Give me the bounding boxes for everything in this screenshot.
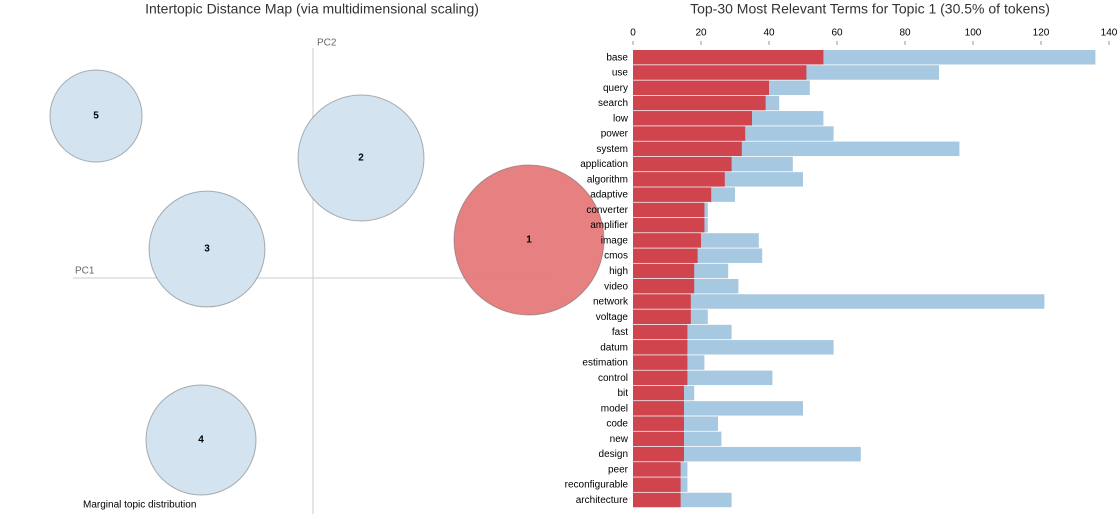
term-label: reconfigurable — [565, 480, 629, 491]
term-bar — [633, 217, 705, 233]
term-bar — [633, 202, 705, 218]
term-label: high — [609, 266, 628, 277]
y-axis-label: PC2 — [317, 38, 337, 49]
term-label: power — [601, 129, 629, 140]
x-tick-label: 100 — [965, 28, 982, 39]
x-tick-label: 60 — [831, 28, 843, 39]
term-bar — [633, 279, 695, 294]
term-bar — [633, 416, 684, 431]
term-bar — [633, 462, 681, 477]
term-bar — [633, 65, 807, 80]
bar-title: Top-30 Most Relevant Terms for Topic 1 (… — [690, 1, 1050, 17]
topic-label: 2 — [358, 153, 364, 164]
size-label: Marginal topic distribution — [83, 500, 196, 511]
topic-label: 1 — [526, 235, 532, 246]
term-bar — [633, 340, 688, 355]
term-bar — [633, 370, 688, 386]
topic-bubble — [148, 190, 266, 308]
topic-bubble — [145, 384, 257, 496]
term-label: network — [593, 297, 629, 308]
topic-bubble — [49, 69, 143, 163]
x-tick-label: 0 — [630, 28, 636, 39]
term-label: video — [604, 281, 628, 292]
x-tick-label: 40 — [763, 28, 775, 39]
term-label: new — [610, 434, 629, 445]
term-label: low — [613, 113, 629, 124]
term-label: base — [606, 52, 628, 63]
term-bar — [633, 263, 695, 279]
topic-bubble — [297, 94, 425, 222]
term-label: image — [601, 235, 629, 246]
term-label: search — [598, 98, 628, 109]
topic-label: 4 — [198, 435, 204, 446]
x-tick-label: 120 — [1033, 28, 1050, 39]
term-bar — [633, 294, 691, 309]
term-label: design — [599, 449, 628, 460]
term-bar — [633, 492, 681, 508]
term-label: application — [580, 159, 628, 170]
topic-bubble — [453, 164, 605, 316]
term-label: system — [596, 144, 628, 155]
term-bar — [633, 126, 746, 141]
term-label: architecture — [576, 495, 629, 506]
term-bar — [633, 401, 684, 416]
term-label: bit — [617, 388, 628, 399]
term-label: datum — [600, 342, 628, 353]
term-label: algorithm — [587, 174, 628, 185]
x-tick-label: 20 — [695, 28, 707, 39]
term-label: fast — [612, 327, 628, 338]
term-label: voltage — [596, 312, 629, 323]
term-label: cmos — [604, 251, 628, 262]
term-bar — [633, 233, 701, 248]
term-label: use — [612, 68, 629, 79]
term-label: control — [598, 373, 628, 384]
term-label: query — [603, 83, 628, 94]
term-bar — [633, 187, 712, 202]
x-tick-label: 80 — [899, 28, 911, 39]
term-bar — [633, 446, 684, 462]
term-label: estimation — [582, 358, 628, 369]
topic-label: 5 — [93, 111, 99, 122]
map-title: Intertopic Distance Map (via multidimens… — [145, 1, 479, 17]
term-bar — [633, 248, 698, 263]
term-bar — [633, 172, 725, 187]
term-bar — [633, 431, 684, 447]
term-bar — [633, 355, 688, 370]
term-bar — [633, 294, 1045, 309]
term-bar — [633, 141, 742, 157]
term-bar — [633, 446, 861, 462]
term-bar — [633, 111, 752, 126]
term-label: peer — [608, 464, 629, 475]
term-label: adaptive — [590, 190, 628, 201]
x-axis-label: PC1 — [75, 266, 95, 277]
x-tick-label: 140 — [1101, 28, 1117, 39]
term-label: amplifier — [590, 220, 628, 231]
topic-label: 3 — [204, 244, 210, 255]
term-label: model — [601, 403, 628, 414]
term-bar — [633, 385, 684, 401]
term-bar — [633, 50, 824, 65]
term-label: code — [606, 419, 628, 430]
term-bar — [633, 156, 732, 172]
term-bar — [633, 309, 691, 324]
term-bar — [633, 477, 681, 492]
term-bar — [633, 324, 688, 340]
term-bar — [633, 80, 769, 95]
term-label: converter — [586, 205, 628, 216]
term-bar — [633, 95, 766, 111]
